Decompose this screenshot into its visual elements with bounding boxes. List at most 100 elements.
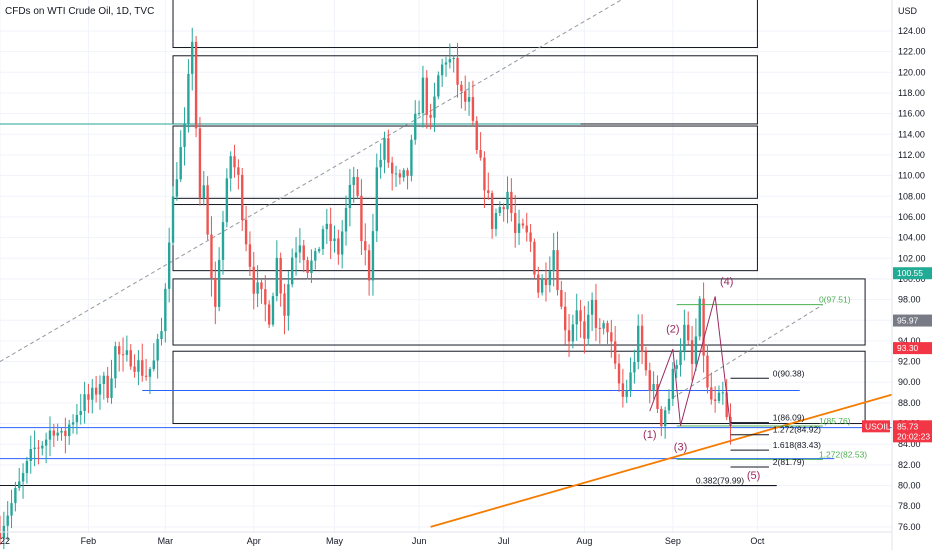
candle-body — [264, 289, 267, 305]
trend-line — [430, 393, 893, 528]
candle-body — [210, 234, 213, 279]
candle-body — [152, 360, 155, 370]
candle-body — [56, 432, 59, 436]
range-box — [172, 125, 758, 199]
candle-body — [133, 366, 136, 372]
candle-body — [291, 257, 294, 285]
candle-body — [475, 120, 478, 150]
y-tick-label: 120.00 — [898, 67, 926, 77]
time-axis[interactable]: 2022 Feb Mar Apr May Jun Jul Aug Sep Oct — [0, 536, 765, 546]
candle-body — [552, 250, 555, 272]
elliott-waves: (1) (2) (3) (4) (5) — [643, 276, 760, 482]
candle-body — [298, 245, 302, 253]
candle-body — [102, 375, 106, 384]
candle-body — [637, 325, 640, 362]
candle-body — [175, 179, 179, 197]
candle-body — [206, 185, 209, 235]
candle-body — [225, 178, 229, 223]
candle-body — [533, 241, 536, 275]
candle-body — [725, 392, 728, 418]
candle-body — [252, 266, 255, 294]
candle-body — [156, 339, 159, 361]
fib-label: 1(86.09) — [773, 413, 805, 423]
candle-body — [506, 191, 509, 210]
candle-body — [729, 417, 732, 427]
trend-line — [672, 304, 824, 399]
candle-body — [621, 383, 625, 397]
candle-body — [487, 190, 490, 194]
range-box — [172, 278, 866, 346]
candle-body — [452, 57, 455, 60]
fib-label: 1.272(82.53) — [819, 449, 867, 459]
candle-body — [244, 219, 248, 245]
candle-body — [517, 223, 521, 233]
y-tick-label: 122.00 — [898, 47, 926, 57]
candle-body — [183, 123, 186, 148]
candle-body — [548, 271, 552, 286]
y-tick-label: 76.00 — [898, 522, 921, 532]
candle-body — [437, 75, 440, 97]
candle-body — [640, 325, 644, 352]
y-tick-label: 112.00 — [898, 150, 925, 160]
fib-label: 0(97.51) — [819, 295, 851, 305]
wave-label: (1) — [643, 429, 656, 441]
candle-body — [571, 324, 575, 342]
candle-body — [125, 350, 129, 355]
symbol-text: USOIL — [865, 421, 891, 431]
y-tick-label: 106.00 — [898, 212, 926, 222]
candle-body — [214, 278, 217, 307]
candle-body — [560, 290, 563, 307]
x-tick-label: Mar — [158, 536, 174, 546]
y-tick-label: 116.00 — [898, 109, 925, 119]
candle-body — [329, 223, 332, 242]
candles — [0, 27, 732, 550]
fib-label: 0.382(79.99) — [696, 476, 744, 486]
y-tick-label: 90.00 — [898, 377, 921, 387]
candle-body — [202, 185, 205, 198]
currency-label: USD — [898, 6, 918, 16]
candle-body — [575, 310, 578, 325]
candle-body — [721, 392, 725, 394]
x-tick-label: Jun — [412, 536, 427, 546]
candle-body — [33, 447, 36, 450]
candle-body — [68, 424, 71, 437]
candle-body — [464, 91, 467, 102]
candle-body — [217, 259, 221, 307]
x-tick-label: Jul — [498, 536, 510, 546]
candle-body — [91, 387, 94, 400]
y-tick-label: 78.00 — [898, 501, 921, 511]
candle-body — [537, 274, 540, 293]
candle-body — [279, 257, 282, 294]
candle-body — [371, 231, 375, 281]
candle-body — [402, 170, 405, 178]
candle-body — [490, 193, 494, 229]
candle-body — [6, 515, 9, 526]
candle-body — [590, 299, 594, 315]
candle-body — [583, 321, 586, 339]
candle-body — [0, 533, 2, 539]
candle-body — [390, 162, 394, 174]
candle-body — [356, 177, 359, 196]
y-tick-label: 80.00 — [898, 481, 921, 491]
candle-body — [414, 113, 417, 140]
candle-body — [671, 368, 675, 399]
y-tick-label: 108.00 — [898, 191, 926, 201]
candle-body — [663, 410, 667, 427]
candle-body — [106, 375, 109, 399]
candle-body — [248, 244, 252, 267]
fib-label: 1.272(84.92) — [773, 425, 821, 435]
candle-body — [617, 363, 621, 384]
candle-body — [425, 77, 428, 115]
fib-label: 2(81.79) — [773, 457, 805, 467]
price-tag-text: 93.30 — [897, 343, 919, 353]
candle-body — [702, 298, 705, 356]
y-tick-label: 82.00 — [898, 460, 921, 470]
y-tick-label: 110.00 — [898, 171, 925, 181]
candle-body — [510, 191, 513, 214]
candle-body — [440, 64, 444, 76]
candle-body — [483, 157, 486, 191]
candle-body — [48, 430, 52, 440]
candle-body — [271, 296, 275, 325]
